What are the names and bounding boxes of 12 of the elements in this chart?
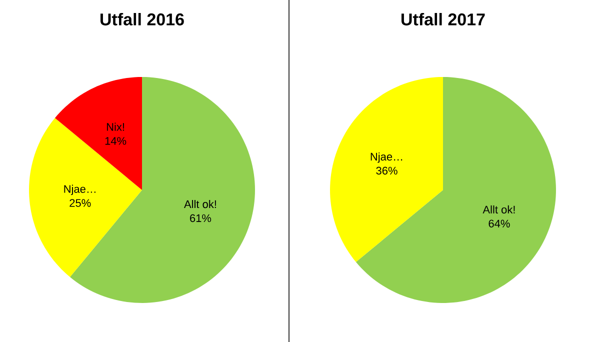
data-label: 61% — [190, 214, 212, 222]
data-label: 64% — [488, 220, 510, 228]
slice-label: Njae… — [370, 152, 402, 163]
slice-label: Nix! — [106, 122, 124, 131]
data-label: 36% — [376, 166, 398, 175]
data-label: 25% — [70, 199, 91, 207]
slice-label: Allt ok! — [184, 200, 216, 208]
data-label: 14% — [105, 137, 126, 145]
chart-title: Utfall 2016 — [100, 12, 184, 26]
slice-label: Allt ok! — [482, 205, 515, 214]
chart-title: Utfall 2017 — [402, 12, 485, 26]
slice-label: Njae… — [64, 184, 96, 196]
